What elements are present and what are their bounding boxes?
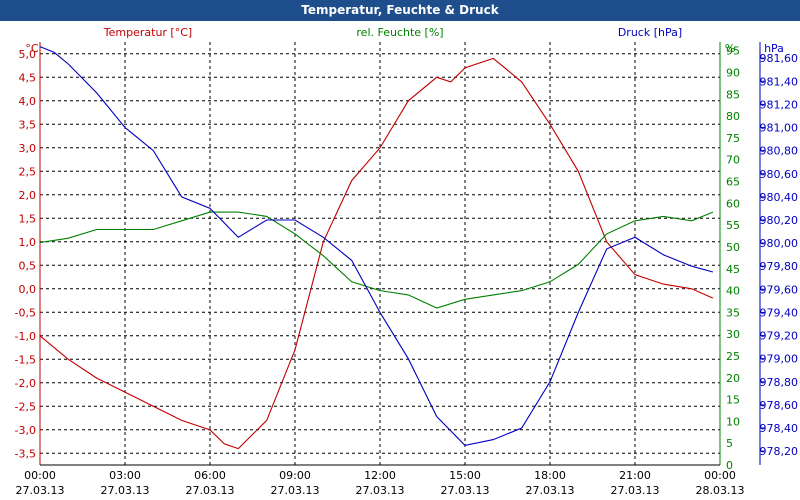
temperature-tick-label: 4,5	[19, 71, 37, 84]
tick-labels: 5,0 4,5 4,0 3,5 3,0 2,5 2,0 1,5 1,0 0,5 0,0 -0,5 -1,…	[15, 45, 798, 497]
pressure-tick-label: 980,40	[760, 191, 799, 204]
pressure-tick-label: 978,40	[760, 422, 799, 435]
temperature-tick-label: 0,0	[19, 283, 37, 296]
x-tick-date: 27.03.13	[271, 484, 320, 497]
chart-title-bar: Temperatur, Feuchte & Druck	[0, 0, 800, 21]
pressure-tick-label: 978,60	[760, 399, 799, 412]
pressure-tick-label: 979,40	[760, 306, 799, 319]
humidity-series-line	[39, 211, 714, 309]
humidity-tick-label: 65	[726, 176, 740, 189]
humidity-tick-label: 10	[726, 415, 740, 428]
temperature-tick-label: 2,5	[19, 165, 37, 178]
temperature-tick-label: 4,0	[19, 95, 37, 108]
humidity-tick-label: 5	[726, 437, 733, 450]
x-tick-time: 00:00	[704, 469, 736, 482]
humidity-tick-label: 95	[726, 45, 740, 58]
x-tick-time: 15:00	[449, 469, 481, 482]
humidity-tick-label: 20	[726, 372, 740, 385]
humidity-tick-label: 55	[726, 219, 740, 232]
x-tick-time: 06:00	[194, 469, 226, 482]
temperature-tick-label: 2,0	[19, 189, 37, 202]
temperature-tick-label: -3,0	[15, 424, 36, 437]
humidity-tick-label: 25	[726, 350, 740, 363]
temperature-tick-label: 5,0	[19, 48, 37, 61]
x-tick-time: 18:00	[534, 469, 566, 482]
pressure-tick-label: 980,80	[760, 145, 799, 158]
humidity-tick-label: 75	[726, 132, 740, 145]
chart-title: Temperatur, Feuchte & Druck	[301, 3, 499, 17]
pressure-tick-label: 978,20	[760, 445, 799, 458]
temperature-tick-label: -2,0	[15, 377, 36, 390]
x-tick-date: 27.03.13	[101, 484, 150, 497]
temperature-tick-label: -0,5	[15, 306, 36, 319]
pressure-tick-label: 979,80	[760, 260, 799, 273]
x-tick-time: 09:00	[279, 469, 311, 482]
x-tick-date: 27.03.13	[186, 484, 235, 497]
humidity-tick-label: 85	[726, 88, 740, 101]
x-tick-date: 28.03.13	[696, 484, 745, 497]
temperature-tick-label: 0,5	[19, 259, 37, 272]
humidity-tick-label: 35	[726, 306, 740, 319]
series-lines	[39, 46, 714, 450]
grid	[40, 42, 720, 465]
temperature-tick-label: -1,5	[15, 353, 36, 366]
pressure-axis-label: Druck [hPa]	[618, 26, 682, 39]
pressure-tick-label: 981,40	[760, 75, 799, 88]
humidity-axis-label: rel. Feuchte [%]	[356, 26, 443, 39]
axes	[39, 42, 761, 466]
humidity-tick-label: 60	[726, 197, 740, 210]
humidity-tick-label: 50	[726, 241, 740, 254]
humidity-tick-label: 15	[726, 394, 740, 407]
x-tick-date: 27.03.13	[441, 484, 490, 497]
x-tick-date: 27.03.13	[526, 484, 575, 497]
temperature-tick-label: -1,0	[15, 330, 36, 343]
humidity-tick-label: 0	[726, 459, 733, 472]
humidity-tick-label: 40	[726, 285, 740, 298]
humidity-tick-label: 90	[726, 67, 740, 80]
temperature-series-line	[39, 57, 714, 450]
pressure-tick-label: 980,60	[760, 168, 799, 181]
pressure-tick-label: 981,20	[760, 98, 799, 111]
temperature-tick-label: 1,5	[19, 212, 37, 225]
x-tick-time: 21:00	[619, 469, 651, 482]
pressure-unit: hPa	[764, 42, 784, 55]
pressure-tick-label: 978,80	[760, 376, 799, 389]
temperature-tick-label: 3,5	[19, 118, 37, 131]
humidity-tick-label: 45	[726, 263, 740, 276]
x-tick-date: 27.03.13	[16, 484, 65, 497]
pressure-tick-label: 980,20	[760, 214, 799, 227]
humidity-unit: %	[725, 42, 735, 55]
temperature-tick-label: 1,0	[19, 236, 37, 249]
pressure-tick-label: 981,00	[760, 122, 799, 135]
x-tick-date: 27.03.13	[356, 484, 405, 497]
pressure-tick-label: 981,60	[760, 52, 799, 65]
temperature-axis-label: Temperatur [°C]	[103, 26, 192, 39]
x-tick-time: 00:00	[24, 469, 56, 482]
temperature-unit: °C	[25, 42, 39, 55]
temperature-tick-label: 3,0	[19, 142, 37, 155]
x-tick-time: 03:00	[109, 469, 141, 482]
x-tick-date: 27.03.13	[611, 484, 660, 497]
pressure-series-line	[39, 46, 714, 446]
temperature-tick-label: -2,5	[15, 400, 36, 413]
temperature-tick-label: -3,5	[15, 447, 36, 460]
chart: 5,0 4,5 4,0 3,5 3,0 2,5 2,0 1,5 1,0 0,5 0,0 -0,5 -1,…	[15, 26, 798, 497]
humidity-tick-label: 80	[726, 110, 740, 123]
x-tick-time: 12:00	[364, 469, 396, 482]
humidity-tick-label: 70	[726, 154, 740, 167]
pressure-tick-label: 979,60	[760, 283, 799, 296]
humidity-tick-label: 30	[726, 328, 740, 341]
pressure-tick-label: 979,20	[760, 330, 799, 343]
pressure-tick-label: 979,00	[760, 353, 799, 366]
pressure-tick-label: 980,00	[760, 237, 799, 250]
